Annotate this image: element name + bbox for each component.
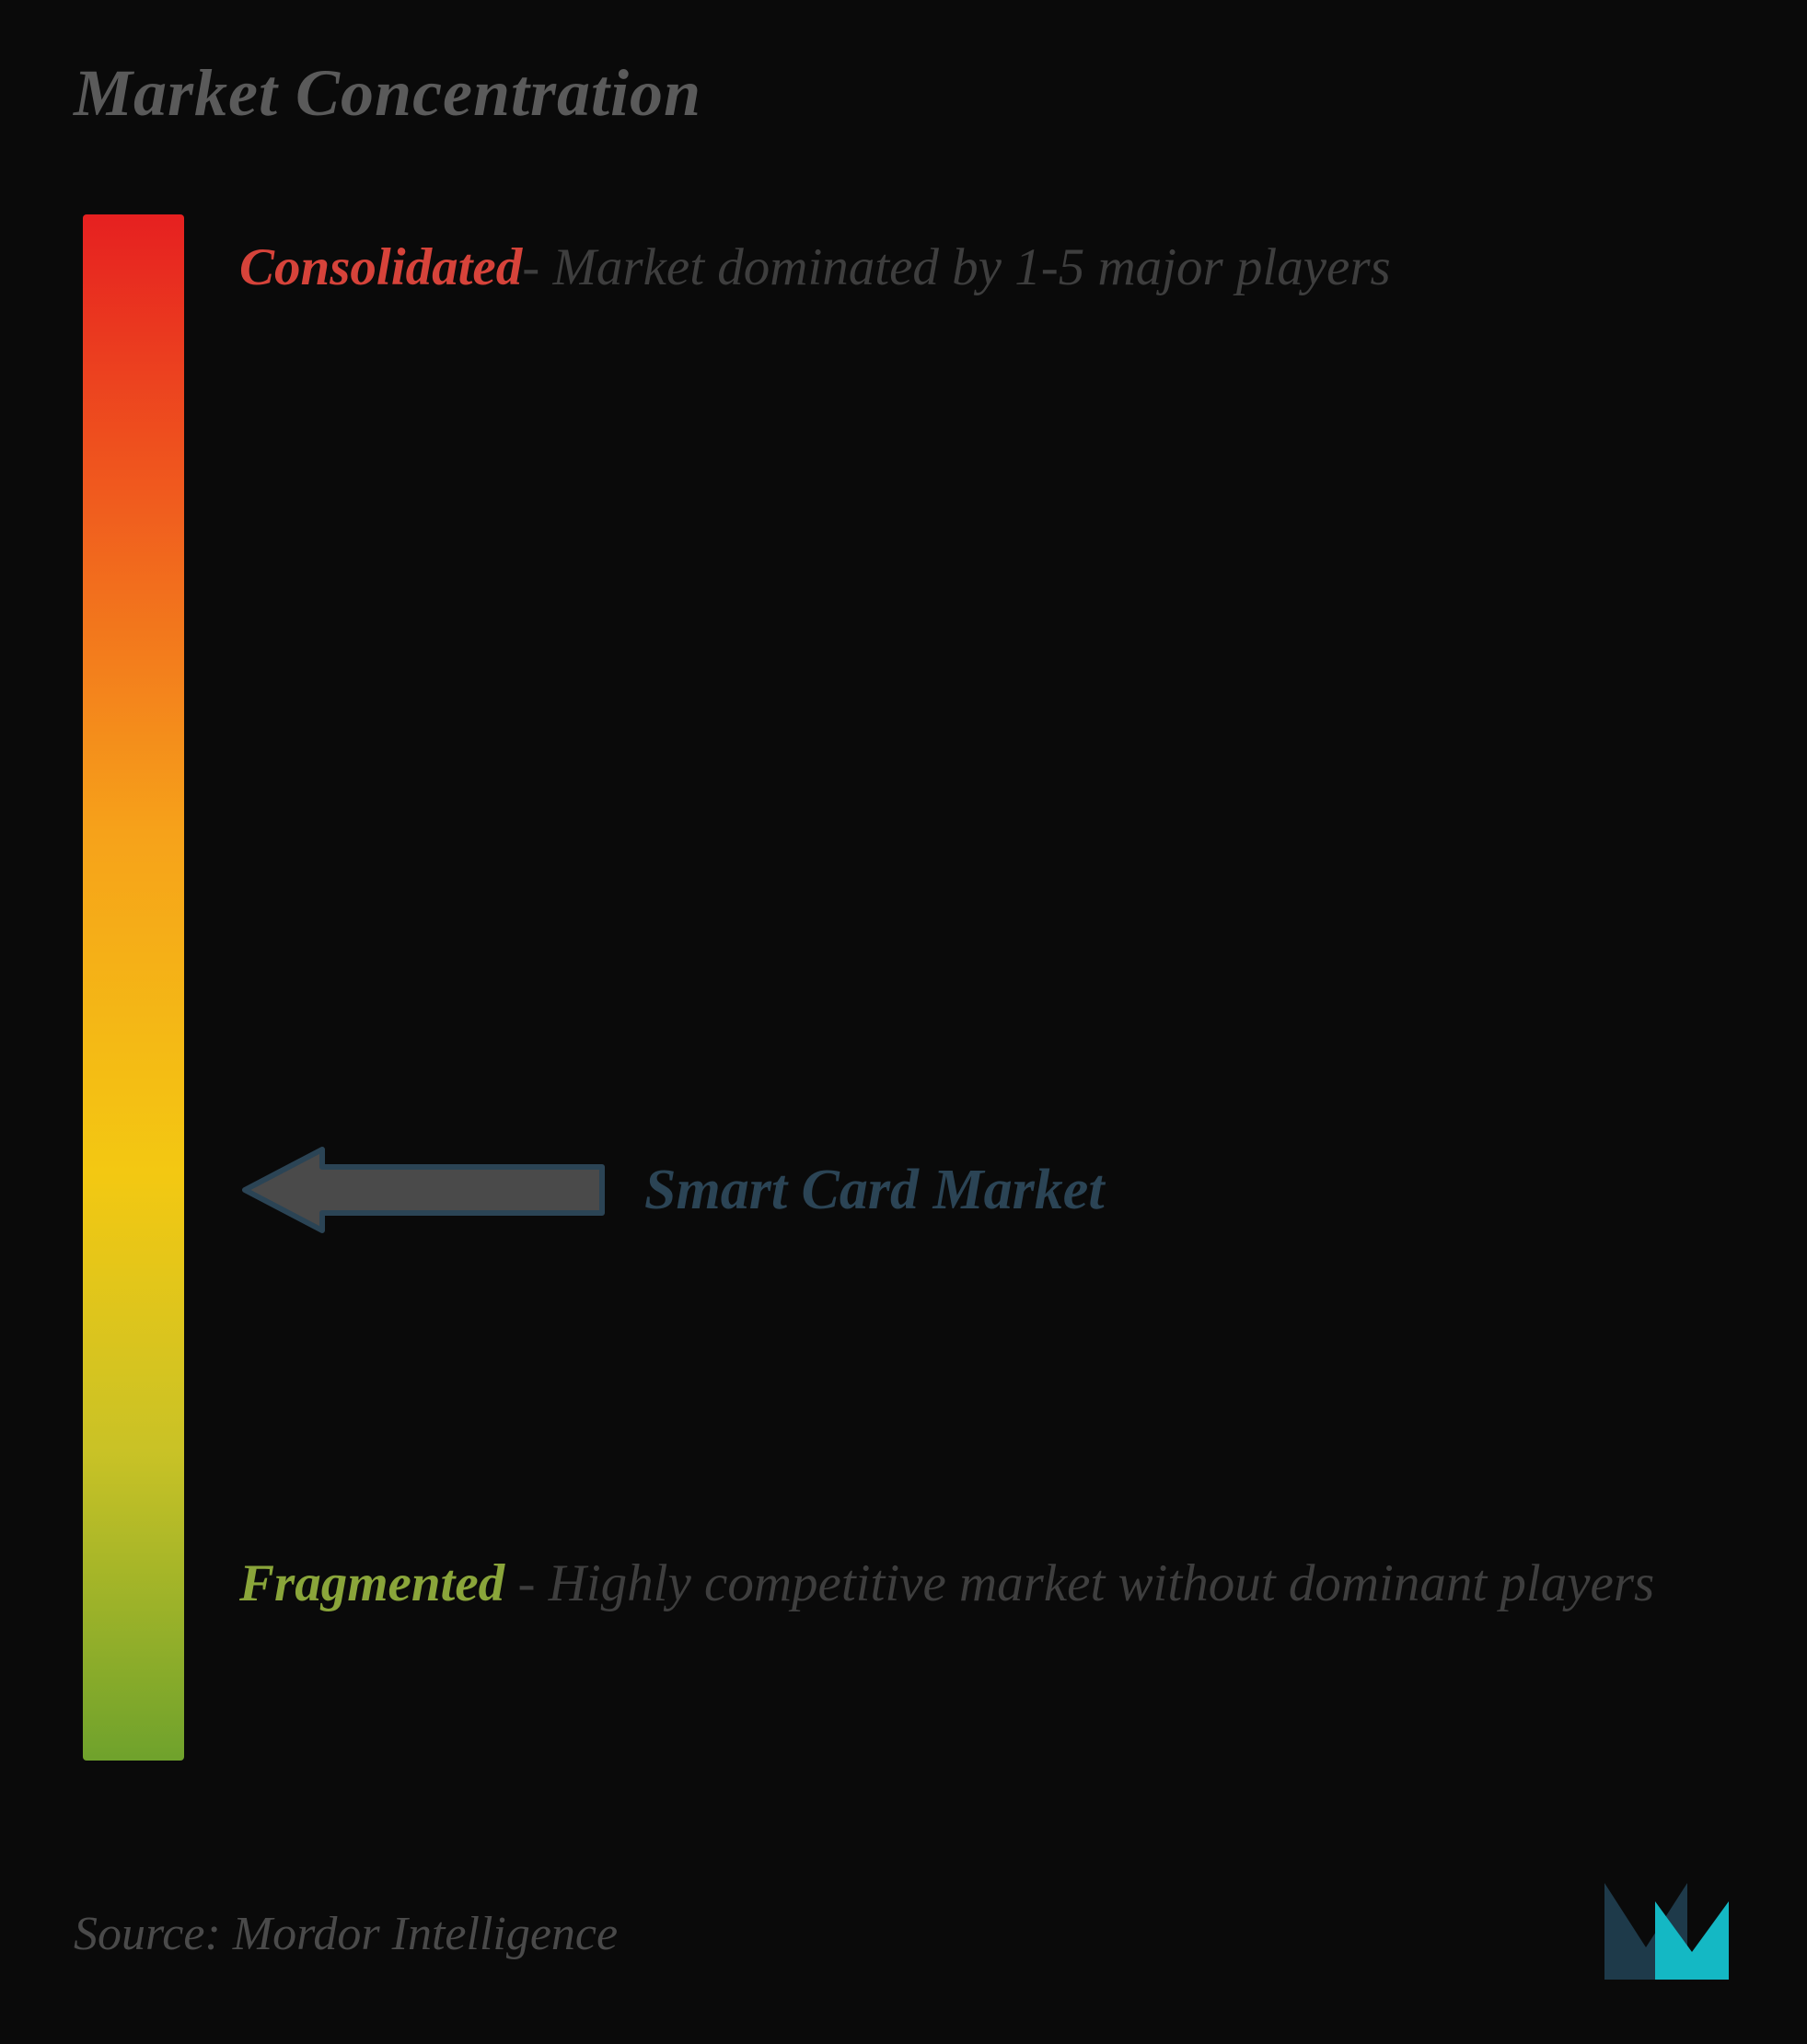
chart-title: Market Concentration xyxy=(74,55,1733,132)
fragmented-description: - Highly competitive market without domi… xyxy=(504,1554,1654,1612)
arrow-left-icon xyxy=(239,1144,608,1236)
fragmented-label: Fragmented - Highly competitive market w… xyxy=(239,1540,1697,1629)
market-name-label: Smart Card Market xyxy=(644,1158,1105,1223)
brand-logo-icon xyxy=(1595,1860,1743,1989)
market-position-marker: Smart Card Market xyxy=(239,1144,1105,1236)
consolidated-lead: Consolidated xyxy=(239,238,522,296)
source-prefix: Source: xyxy=(74,1908,233,1960)
consolidated-label: Consolidated- Market dominated by 1-5 ma… xyxy=(239,224,1697,313)
labels-column: Consolidated- Market dominated by 1-5 ma… xyxy=(239,214,1733,1761)
source-attribution: Source: Mordor Intelligence xyxy=(74,1907,618,1961)
concentration-gradient-bar xyxy=(83,214,184,1761)
consolidated-description: - Market dominated by 1-5 major players xyxy=(522,238,1390,296)
content-row: Consolidated- Market dominated by 1-5 ma… xyxy=(74,214,1733,1761)
fragmented-lead: Fragmented xyxy=(239,1554,504,1612)
source-name: Mordor Intelligence xyxy=(233,1908,618,1960)
